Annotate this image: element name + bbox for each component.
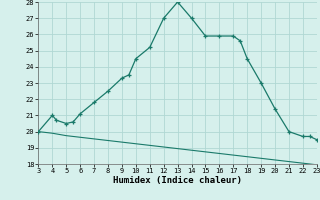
X-axis label: Humidex (Indice chaleur): Humidex (Indice chaleur)	[113, 176, 242, 185]
